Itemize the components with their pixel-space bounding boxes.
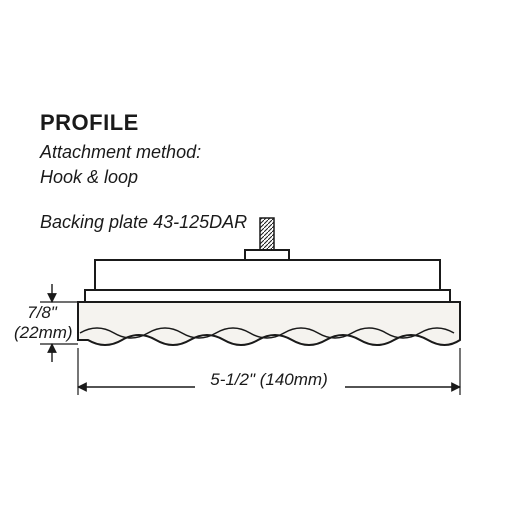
height-dimension	[40, 284, 78, 362]
nut-icon	[245, 250, 289, 260]
width-dimension	[78, 348, 460, 395]
plate-lip	[85, 290, 450, 302]
top-plate	[95, 260, 440, 290]
profile-diagram	[0, 0, 520, 520]
